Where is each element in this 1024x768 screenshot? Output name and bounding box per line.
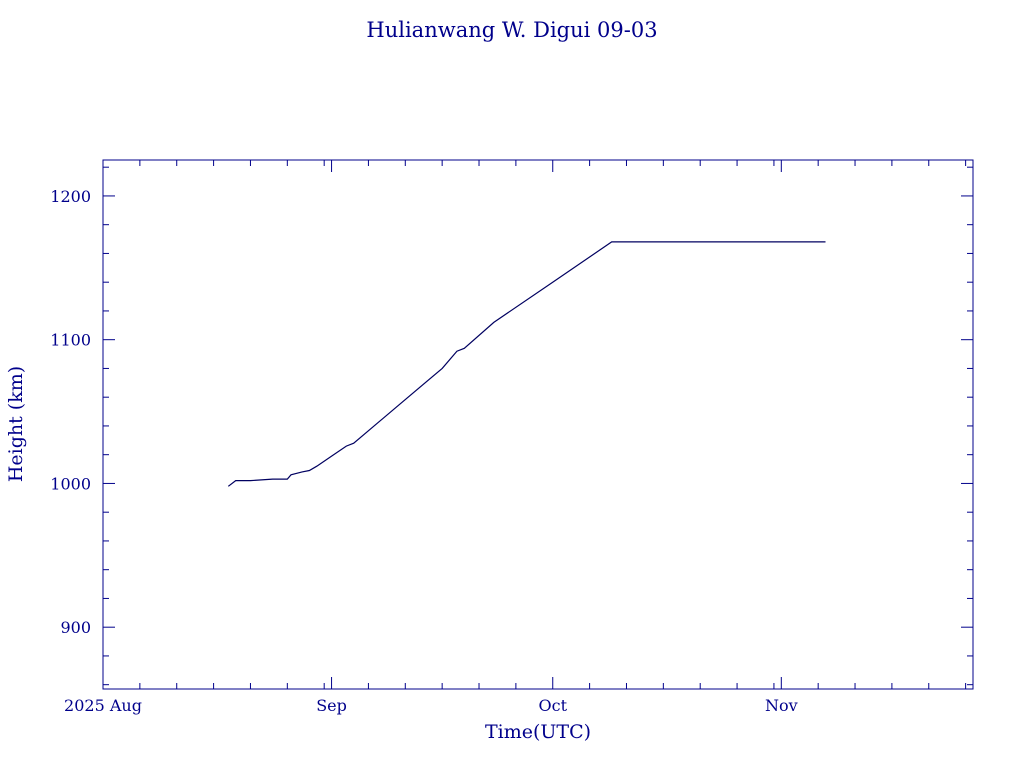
y-tick-label: 1000 <box>50 474 91 493</box>
y-tick-label: 900 <box>60 618 91 637</box>
y-axis-label: Height (km) <box>5 366 27 482</box>
x-tick-labels: 2025 Aug Sep Oct Nov <box>64 696 798 715</box>
axis-ticks <box>102 160 973 689</box>
x-tick-label: 2025 Aug <box>64 696 142 715</box>
plot-frame <box>102 159 974 690</box>
y-tick-labels: 900 1000 1100 1200 <box>50 187 91 637</box>
y-tick-label: 1100 <box>50 331 91 350</box>
series-line <box>227 241 826 487</box>
x-tick-label: Nov <box>765 696 798 715</box>
x-tick-label: Sep <box>316 696 347 715</box>
chart-title: Hulianwang W. Digui 09-03 <box>366 18 657 42</box>
series-lines <box>227 241 826 487</box>
x-axis-label: Time(UTC) <box>485 721 591 743</box>
x-tick-label: Oct <box>538 696 567 715</box>
y-tick-label: 1200 <box>50 187 91 206</box>
